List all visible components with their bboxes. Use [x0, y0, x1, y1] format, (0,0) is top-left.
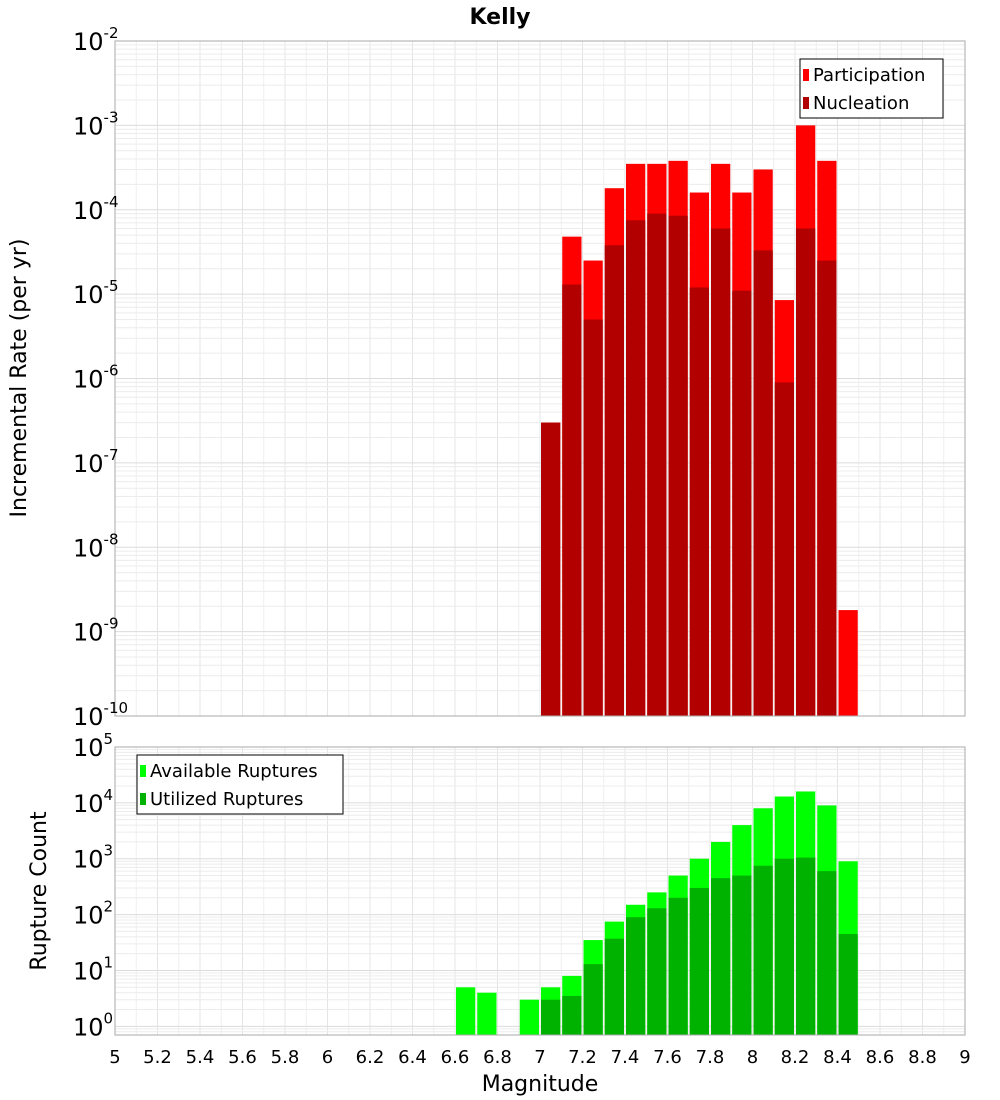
utilized-ruptures-bar: [796, 857, 816, 1035]
utilized-ruptures-bar: [817, 871, 837, 1035]
bottom-y-axis-label: Rupture Count: [27, 811, 52, 971]
x-tick-label: 5: [109, 1047, 120, 1068]
top-y-tick-labels: 10-2 10-3 10-4 10-5 10-6 10-7 10-8 10-9 10-10: [73, 24, 128, 731]
legend-box: [799, 58, 944, 119]
nucleation-bar: [711, 228, 731, 716]
y-tick-label: 100: [73, 1009, 113, 1041]
nucleation-bar: [604, 245, 624, 717]
utilized-ruptures-bar: [604, 938, 624, 1035]
nucleation-bar: [774, 382, 794, 716]
x-tick-label: 5.4: [186, 1047, 215, 1068]
available-ruptures-bar: [519, 999, 539, 1035]
bottom-y-tick-labels: 105 104 103 102 101 100: [73, 730, 113, 1041]
x-tick-label: 8.6: [866, 1047, 895, 1068]
x-axis-label: Magnitude: [482, 1072, 599, 1097]
y-tick-label: 104: [73, 786, 113, 818]
participation-bar: [838, 610, 858, 716]
nucleation-bar: [562, 284, 582, 716]
x-tick-label: 5.6: [228, 1047, 257, 1068]
legend-swatch: [803, 69, 809, 81]
nucleation-bar: [626, 220, 646, 717]
chart-title: Kelly: [469, 5, 530, 30]
y-tick-label: 10-6: [73, 362, 119, 394]
utilized-ruptures-bar: [753, 865, 773, 1035]
x-tick-label: 6: [322, 1047, 333, 1068]
legend-label: Available Ruptures: [150, 761, 318, 782]
x-tick-label: 9: [959, 1047, 970, 1068]
x-tick-label: 5.2: [143, 1047, 172, 1068]
bottom-plot-bars: [456, 791, 858, 1035]
y-tick-label: 101: [73, 953, 113, 985]
y-tick-label: 10-3: [73, 108, 119, 140]
x-tick-labels: 5 5.2 5.4 5.6 5.8 6 6.2 6.4 6.6 6.8 7 7.2 7.4 7.6 7.8 8…: [109, 1047, 970, 1068]
y-tick-label: 10-7: [73, 446, 119, 478]
y-tick-label: 10-2: [73, 24, 119, 56]
legend-box: [136, 754, 344, 815]
y-tick-label: 10-9: [73, 615, 119, 647]
utilized-ruptures-bar: [583, 964, 603, 1035]
utilized-ruptures-bar: [541, 999, 561, 1035]
legend-swatch: [803, 97, 809, 109]
legend-label: Utilized Ruptures: [150, 789, 303, 810]
x-tick-label: 5.8: [271, 1047, 300, 1068]
legend-label: Participation: [813, 65, 925, 86]
y-tick-label: 10-10: [73, 699, 128, 731]
x-tick-label: 6.6: [441, 1047, 470, 1068]
available-ruptures-bar: [477, 992, 497, 1035]
x-tick-label: 8.8: [908, 1047, 937, 1068]
nucleation-bar: [583, 319, 603, 716]
nucleation-bar: [541, 422, 561, 716]
x-tick-label: 6.4: [398, 1047, 427, 1068]
nucleation-bar: [753, 250, 773, 717]
nucleation-bar: [732, 290, 752, 716]
bottom-plot-frame: [114, 746, 966, 1036]
y-tick-label: 105: [73, 730, 113, 762]
nucleation-bar: [796, 228, 816, 716]
nucleation-bar: [668, 215, 688, 717]
available-ruptures-bar: [456, 987, 476, 1035]
top-legend: Participation Nucleation: [799, 58, 944, 119]
y-tick-label: 10-4: [73, 193, 119, 225]
x-tick-label: 7.2: [568, 1047, 597, 1068]
utilized-ruptures-bar: [774, 858, 794, 1035]
x-tick-label: 7.6: [653, 1047, 682, 1068]
x-tick-label: 8.4: [823, 1047, 852, 1068]
x-tick-label: 6.8: [483, 1047, 512, 1068]
top-plot-grid: [114, 41, 966, 717]
utilized-ruptures-bar: [711, 878, 731, 1035]
y-tick-label: 102: [73, 898, 113, 930]
bottom-legend: Available Ruptures Utilized Ruptures: [136, 754, 344, 815]
x-tick-label: 8.2: [781, 1047, 810, 1068]
top-plot-bars: [541, 125, 858, 717]
nucleation-bar: [689, 287, 709, 716]
x-tick-label: 7: [534, 1047, 545, 1068]
x-tick-label: 7.4: [611, 1047, 640, 1068]
top-plot-frame: [114, 40, 966, 717]
utilized-ruptures-bar: [838, 933, 858, 1035]
y-tick-label: 103: [73, 842, 113, 874]
nucleation-bar: [817, 260, 837, 716]
legend-swatch: [140, 765, 146, 777]
utilized-ruptures-bar: [647, 908, 667, 1035]
utilized-ruptures-bar: [668, 897, 688, 1035]
y-tick-label: 10-8: [73, 530, 119, 562]
utilized-ruptures-bar: [732, 875, 752, 1035]
x-tick-label: 7.8: [696, 1047, 725, 1068]
x-tick-label: 8: [747, 1047, 758, 1068]
utilized-ruptures-bar: [689, 887, 709, 1035]
x-tick-label: 6.2: [356, 1047, 385, 1068]
utilized-ruptures-bar: [626, 917, 646, 1035]
utilized-ruptures-bar: [562, 995, 582, 1035]
top-y-axis-label: Incremental Rate (per yr): [7, 239, 32, 518]
y-tick-label: 10-5: [73, 277, 119, 309]
legend-swatch: [140, 793, 146, 805]
legend-label: Nucleation: [813, 93, 909, 114]
nucleation-bar: [647, 213, 667, 717]
